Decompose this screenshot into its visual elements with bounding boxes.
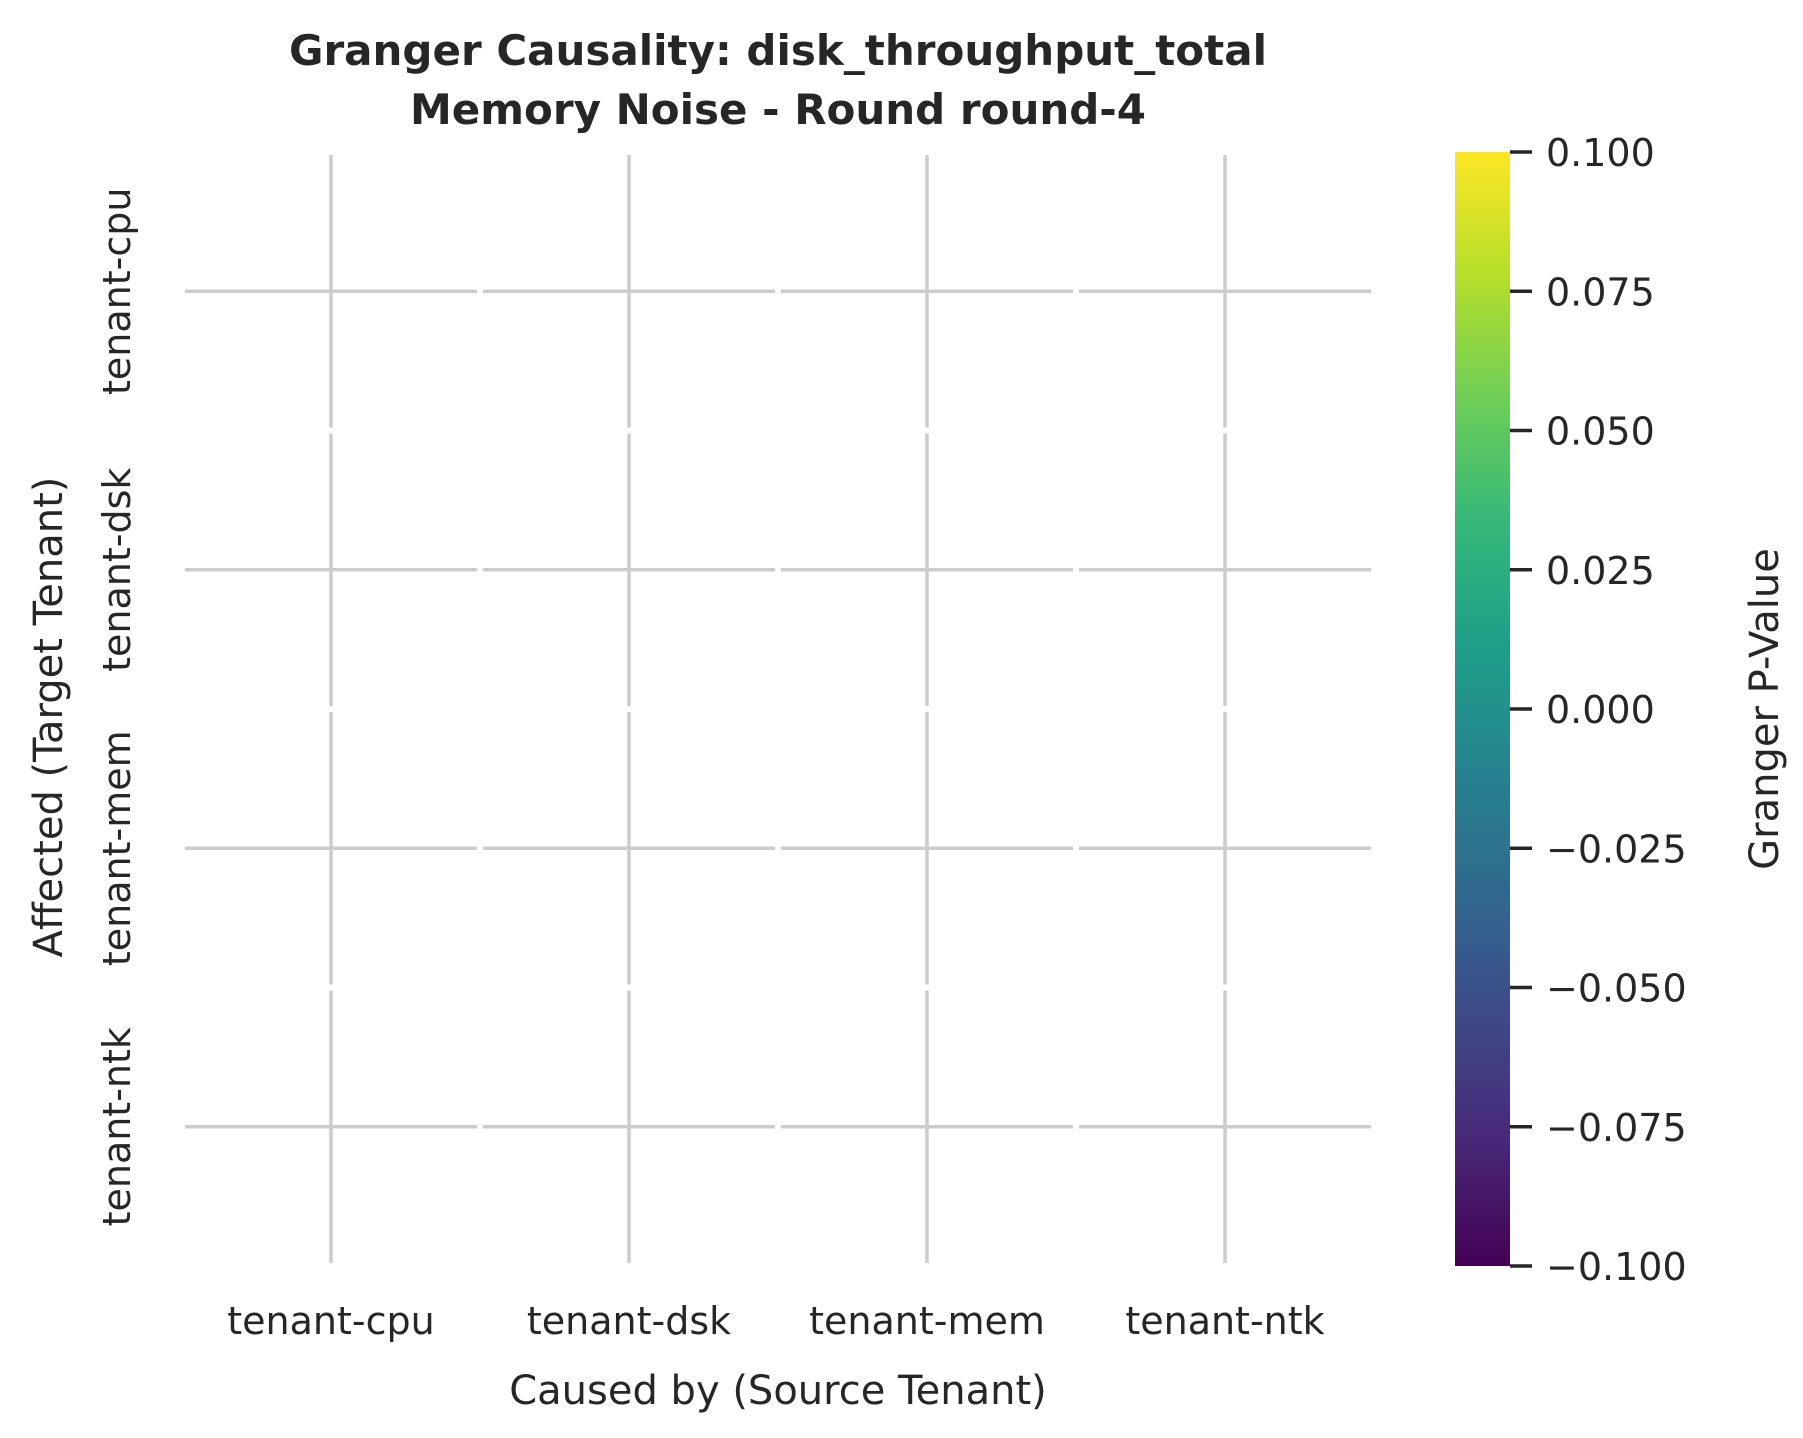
plot-area bbox=[185, 155, 1371, 1263]
y-tick-label: tenant-dsk bbox=[95, 468, 139, 672]
colorbar-tick-label: −0.075 bbox=[1546, 1106, 1687, 1150]
colorbar-tick-label: 0.025 bbox=[1546, 549, 1655, 593]
x-tick-labels: tenant-cpu tenant-dsk tenant-mem tenant-ntk bbox=[227, 1299, 1324, 1343]
x-tick-label: tenant-cpu bbox=[227, 1299, 434, 1343]
colorbar-tick-label: 0.100 bbox=[1546, 131, 1655, 175]
colorbar-label: Granger P-Value bbox=[1742, 548, 1788, 870]
colorbar-ticks: 0.100 0.075 0.050 0.025 0.000 −0.025 −0.050 −0.… bbox=[1510, 131, 1687, 1289]
y-tick-label: tenant-cpu bbox=[95, 188, 139, 395]
x-axis-label: Caused by (Source Tenant) bbox=[509, 1368, 1047, 1414]
colorbar-tick-label: 0.000 bbox=[1546, 688, 1655, 732]
colorbar-tick-label: −0.025 bbox=[1546, 827, 1687, 871]
y-tick-labels: tenant-cpu tenant-dsk tenant-mem tenant-ntk bbox=[95, 188, 139, 1227]
y-tick-label: tenant-ntk bbox=[95, 1027, 139, 1226]
colorbar-tick-label: 0.050 bbox=[1546, 410, 1655, 454]
colorbar-tick-label: 0.075 bbox=[1546, 270, 1655, 314]
colorbar bbox=[1455, 152, 1510, 1266]
chart-title-line-2: Memory Noise - Round round-4 bbox=[410, 85, 1146, 134]
colorbar-tick-label: −0.050 bbox=[1546, 967, 1687, 1011]
colorbar-tick-label: −0.100 bbox=[1546, 1245, 1687, 1289]
y-axis-label: Affected (Target Tenant) bbox=[26, 477, 72, 958]
x-tick-label: tenant-mem bbox=[809, 1299, 1045, 1343]
x-tick-label: tenant-dsk bbox=[527, 1299, 731, 1343]
x-tick-label: tenant-ntk bbox=[1125, 1299, 1324, 1343]
y-tick-label: tenant-mem bbox=[95, 730, 139, 966]
chart-title-line-1: Granger Causality: disk_throughput_total bbox=[289, 26, 1267, 75]
